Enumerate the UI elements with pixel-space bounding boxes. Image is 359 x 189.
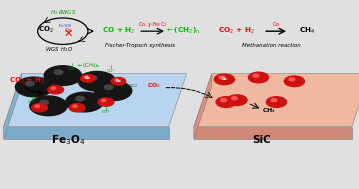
Polygon shape xyxy=(4,127,169,139)
Text: ✕: ✕ xyxy=(64,29,73,39)
Text: Fischer-Tropsch synthesis: Fischer-Tropsch synthesis xyxy=(105,43,175,48)
Text: CO$_2$ + H$_2$: CO$_2$ + H$_2$ xyxy=(9,76,45,86)
Polygon shape xyxy=(4,74,187,127)
Circle shape xyxy=(214,74,234,85)
Polygon shape xyxy=(194,74,359,127)
Circle shape xyxy=(32,104,47,112)
Text: CO$_2$ + H$_2$: CO$_2$ + H$_2$ xyxy=(218,26,255,36)
Text: H$_2$ RWGS: H$_2$ RWGS xyxy=(50,8,76,17)
Circle shape xyxy=(48,86,64,94)
Circle shape xyxy=(78,71,116,91)
Circle shape xyxy=(248,72,269,83)
Circle shape xyxy=(266,97,286,107)
Circle shape xyxy=(98,98,114,106)
Text: CO$_2$: CO$_2$ xyxy=(147,81,162,91)
Text: $\leftarrow$(CH$_2$)$_n$: $\leftarrow$(CH$_2$)$_n$ xyxy=(165,26,201,36)
Text: WGS  H$_2$O: WGS H$_2$O xyxy=(45,45,73,54)
Circle shape xyxy=(66,92,103,112)
Text: Co, $\chi$-Fe$_5$C$_2$: Co, $\chi$-Fe$_5$C$_2$ xyxy=(138,19,167,29)
Text: Fe$_3$O$_4$: Fe$_3$O$_4$ xyxy=(59,22,73,30)
Circle shape xyxy=(30,96,67,116)
Circle shape xyxy=(232,97,237,100)
Text: $\chi$-Fe$_5$C$_2$: $\chi$-Fe$_5$C$_2$ xyxy=(120,82,139,90)
Text: Co: Co xyxy=(272,22,280,26)
Text: CH$_4$: CH$_4$ xyxy=(262,106,276,115)
Circle shape xyxy=(289,78,295,81)
Text: Fe$_3$O$_4$: Fe$_3$O$_4$ xyxy=(51,133,85,147)
Circle shape xyxy=(219,76,225,79)
Circle shape xyxy=(94,81,132,101)
Circle shape xyxy=(51,87,56,89)
Polygon shape xyxy=(194,127,352,139)
Circle shape xyxy=(73,105,77,107)
Text: CO*: CO* xyxy=(28,100,37,104)
Text: Co: Co xyxy=(116,79,121,83)
Circle shape xyxy=(102,99,106,102)
Text: CO*: CO* xyxy=(102,110,110,115)
Text: Methanation reaction: Methanation reaction xyxy=(242,43,300,48)
Text: Co: Co xyxy=(85,76,91,81)
Circle shape xyxy=(221,99,227,102)
Circle shape xyxy=(76,96,84,101)
Circle shape xyxy=(115,79,118,81)
Circle shape xyxy=(44,66,81,85)
Circle shape xyxy=(84,76,88,78)
Circle shape xyxy=(69,104,85,112)
Text: CO*: CO* xyxy=(107,69,116,73)
Text: CO + H$_2$: CO + H$_2$ xyxy=(102,26,135,36)
Circle shape xyxy=(54,70,63,74)
Circle shape xyxy=(216,97,236,107)
Text: CO$_2$: CO$_2$ xyxy=(38,25,53,35)
Circle shape xyxy=(35,105,39,107)
Circle shape xyxy=(25,81,34,86)
Text: CO*: CO* xyxy=(67,67,76,71)
Circle shape xyxy=(81,75,95,82)
Circle shape xyxy=(88,76,97,80)
Circle shape xyxy=(104,85,113,90)
Polygon shape xyxy=(4,74,22,139)
Text: CH$_4$: CH$_4$ xyxy=(299,26,315,36)
Circle shape xyxy=(227,95,247,105)
Text: SiC: SiC xyxy=(253,135,271,145)
Text: Co: Co xyxy=(222,77,227,81)
Circle shape xyxy=(284,76,304,87)
Circle shape xyxy=(111,77,126,85)
Polygon shape xyxy=(194,74,212,139)
Text: Co: Co xyxy=(65,28,72,33)
Circle shape xyxy=(253,74,259,77)
Circle shape xyxy=(40,100,48,105)
Circle shape xyxy=(271,99,277,102)
Text: $\leftarrow$(CH$_2$)$_n$: $\leftarrow$(CH$_2$)$_n$ xyxy=(75,61,101,70)
Circle shape xyxy=(15,77,53,97)
